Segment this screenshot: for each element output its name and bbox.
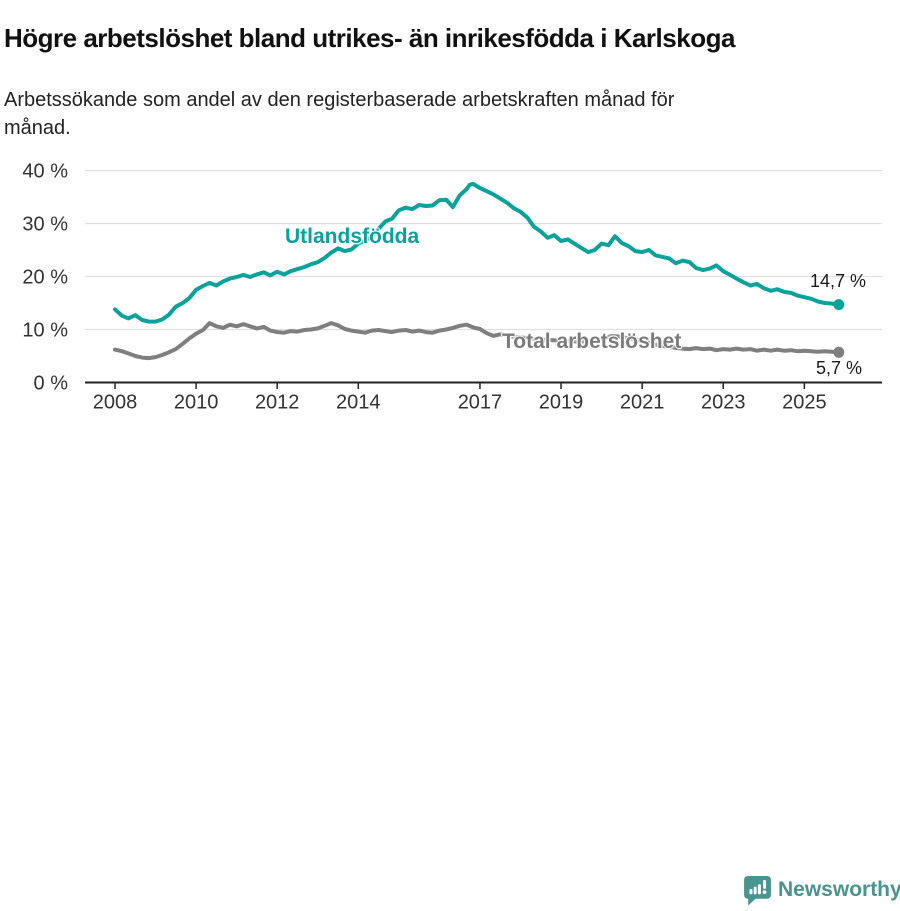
y-tick-label: 40 %: [22, 161, 68, 183]
chart-subtitle: Arbetssökande som andel av den registerb…: [4, 89, 675, 139]
y-tick-label: 20 %: [22, 267, 68, 289]
x-tick-label: 2025: [782, 392, 827, 414]
x-tick-label: 2014: [336, 392, 381, 414]
end-value-label-utlandsfodda: 14,7 %: [810, 271, 867, 291]
chart-area: 0 % 10 % 20 % 30 % 40 % 2008 2010 2012 2014 2017 2…: [22, 161, 882, 414]
series-end-dot: [833, 346, 845, 358]
x-tick-label: 2010: [174, 392, 219, 414]
series-label-utlandsfodda: Utlandsfödda: [285, 225, 420, 248]
line-chart: 0 % 10 % 20 % 30 % 40 % 2008 2010 2012 2014 2017 2…: [22, 161, 882, 414]
x-tick-label: 2021: [620, 392, 665, 414]
y-tick-label: 30 %: [22, 214, 68, 236]
end-value-label-total: 5,7 %: [816, 358, 863, 378]
newsworthy-logo-icon: [743, 875, 772, 906]
series-label-total-arbetsloshet: Total arbetslöshet: [502, 330, 682, 353]
footer: Newsworthy: [0, 436, 900, 906]
chart-title: Högre arbetslöshet bland utrikes- än inr…: [4, 23, 735, 54]
x-tick-label: 2008: [93, 392, 138, 414]
x-tick-label: 2012: [255, 392, 300, 414]
series-line: [113, 321, 841, 361]
chart-card: Högre arbetslöshet bland utrikes- än inr…: [0, 23, 900, 906]
series-line: [113, 181, 841, 324]
brand-name: Newsworthy: [778, 878, 900, 901]
x-tick-label: 2019: [539, 392, 584, 414]
series-end-dot: [833, 299, 845, 311]
x-tick-label: 2017: [458, 392, 503, 414]
y-tick-label: 0 %: [34, 373, 69, 395]
y-tick-label: 10 %: [22, 320, 68, 342]
x-tick-label: 2023: [701, 392, 746, 414]
